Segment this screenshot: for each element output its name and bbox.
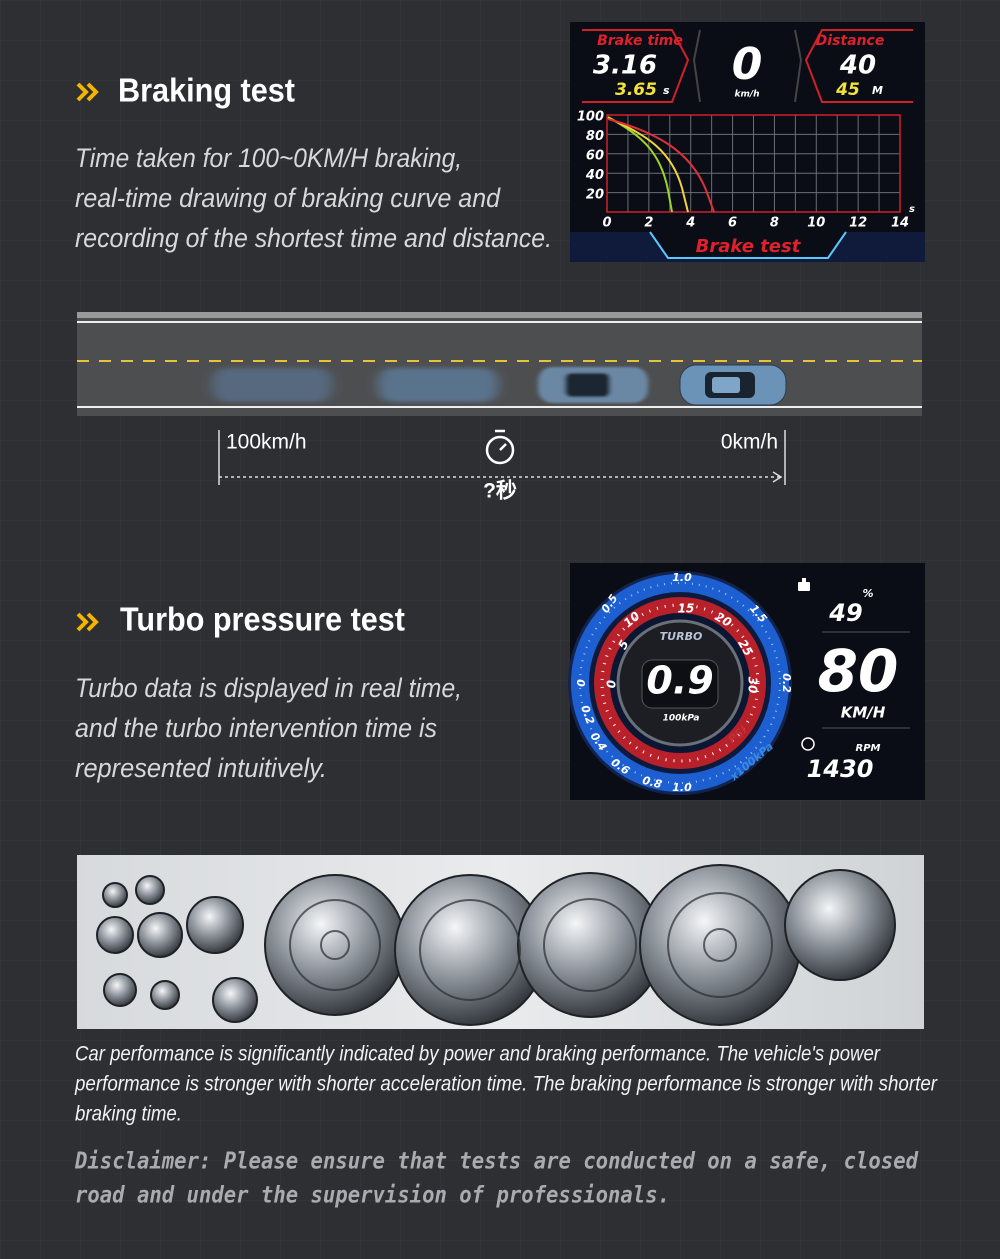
- chevron-icon: [76, 82, 99, 102]
- brake-time-label: Brake time: [597, 33, 683, 49]
- plot-grid: [607, 115, 900, 212]
- distance-label: Distance: [816, 33, 885, 49]
- brake-display: Brake time 3.16 3.65 s 0 km/h Distance 4…: [570, 22, 925, 262]
- road-edge: [77, 312, 922, 318]
- description-line: recording of the shortest time and dista…: [75, 223, 552, 253]
- description-line: represented intuitively.: [75, 753, 327, 783]
- rpm: 1430: [807, 755, 874, 783]
- speed: 80: [818, 637, 899, 705]
- turbo-display: 1.00.5 1.50 0.20.20.40.60.8 1.0510152025300…: [568, 563, 925, 800]
- outer-scale-label: 0: [574, 679, 587, 687]
- x-axis-label: 12: [849, 216, 867, 231]
- braking-curves: [607, 116, 715, 213]
- inner-scale-label: 30: [746, 677, 760, 694]
- inner-ticks: [600, 603, 760, 763]
- caption-line: braking time.: [75, 1103, 182, 1126]
- rpm-label: RPM: [856, 743, 881, 754]
- road: [77, 312, 922, 416]
- y-axis-label: 40: [585, 168, 604, 183]
- outer-scale-label: 1.0: [672, 571, 692, 584]
- speed: 0: [732, 39, 763, 90]
- outer-ticks: [579, 582, 781, 784]
- outer-scale-label: 0.2: [578, 703, 597, 726]
- x-axis-label: 2: [644, 216, 653, 231]
- plot-frame: [606, 114, 901, 213]
- distance-unit: M: [872, 84, 883, 97]
- engine-icon: [798, 578, 810, 591]
- load: 49: [828, 599, 862, 627]
- x-axis-label: 14: [891, 216, 909, 231]
- stopwatch-icon: [485, 429, 515, 465]
- axis-labels: 100 80 60 40 20 0 2 4 6 8 10 12 14: [577, 110, 909, 231]
- car-blur: [212, 368, 498, 402]
- chevron-icon: [76, 612, 99, 632]
- center-label: TURBO: [660, 630, 703, 643]
- arrow-head: [772, 471, 783, 483]
- x-axis-label: 10: [807, 216, 825, 231]
- section-title: Turbo pressure test: [120, 601, 405, 638]
- y-axis-label: 20: [586, 188, 604, 203]
- distance: 40: [839, 51, 876, 81]
- x-axis-label: 6: [728, 216, 737, 231]
- caption-line: Car performance is significantly indicat…: [75, 1043, 881, 1066]
- x-axis-label: 0: [602, 216, 611, 231]
- y-axis-label: 100: [577, 110, 604, 125]
- x-axis-label: 4: [685, 216, 695, 231]
- boost: 0.9: [646, 659, 713, 703]
- outer-scale-label: 0.8: [641, 774, 664, 792]
- header-frame: [582, 29, 913, 103]
- disclaimer-line: Disclaimer: Please ensure that tests are…: [74, 1149, 919, 1175]
- road-diagram: 100km/h 0km/h ?秒: [77, 312, 922, 503]
- car-blur: [538, 367, 648, 403]
- inner-scale-label: 0: [605, 680, 619, 688]
- display-panel: [570, 22, 925, 262]
- description-line: and the turbo intervention time is: [75, 713, 437, 743]
- rpm-icon: [801, 737, 815, 751]
- end-speed: 0km/h: [721, 431, 778, 454]
- boost-unit: 100kPa: [663, 714, 700, 724]
- outer-scale-label: 0.2: [780, 673, 793, 693]
- best-distance: 45: [835, 80, 860, 100]
- car: [679, 364, 787, 406]
- duration: ?秒: [483, 479, 517, 503]
- start-speed: 100km/h: [226, 431, 307, 454]
- value-box: [641, 659, 719, 709]
- brake-time: 3.16: [593, 51, 657, 81]
- x-axis-unit: s: [909, 204, 915, 215]
- section-title: Braking test: [118, 72, 295, 109]
- disclaimer-line: road and under the supervision of profes…: [75, 1183, 670, 1209]
- inner-scale-label: 15: [678, 602, 695, 616]
- outer-scale-label: 1.0: [672, 781, 692, 794]
- y-axis-label: 60: [586, 149, 604, 164]
- load-unit: %: [862, 587, 873, 600]
- description-line: real-time drawing of braking curve and: [75, 183, 501, 213]
- banner-frame: [649, 231, 847, 259]
- banner: Brake test: [696, 236, 802, 257]
- best-time: 3.65: [615, 80, 657, 100]
- time-unit: s: [663, 84, 670, 97]
- caption-line: performance is stronger with shorter acc…: [74, 1073, 938, 1096]
- speed-unit: km/h: [734, 90, 759, 100]
- y-axis-label: 80: [586, 129, 604, 144]
- description-line: Turbo data is displayed in real time,: [75, 673, 462, 703]
- x-axis-label: 8: [770, 216, 779, 231]
- speed-unit: KM/H: [841, 704, 886, 722]
- turbo-illustration: [77, 855, 924, 1029]
- description-line: Time taken for 100~0KM/H braking,: [75, 143, 462, 173]
